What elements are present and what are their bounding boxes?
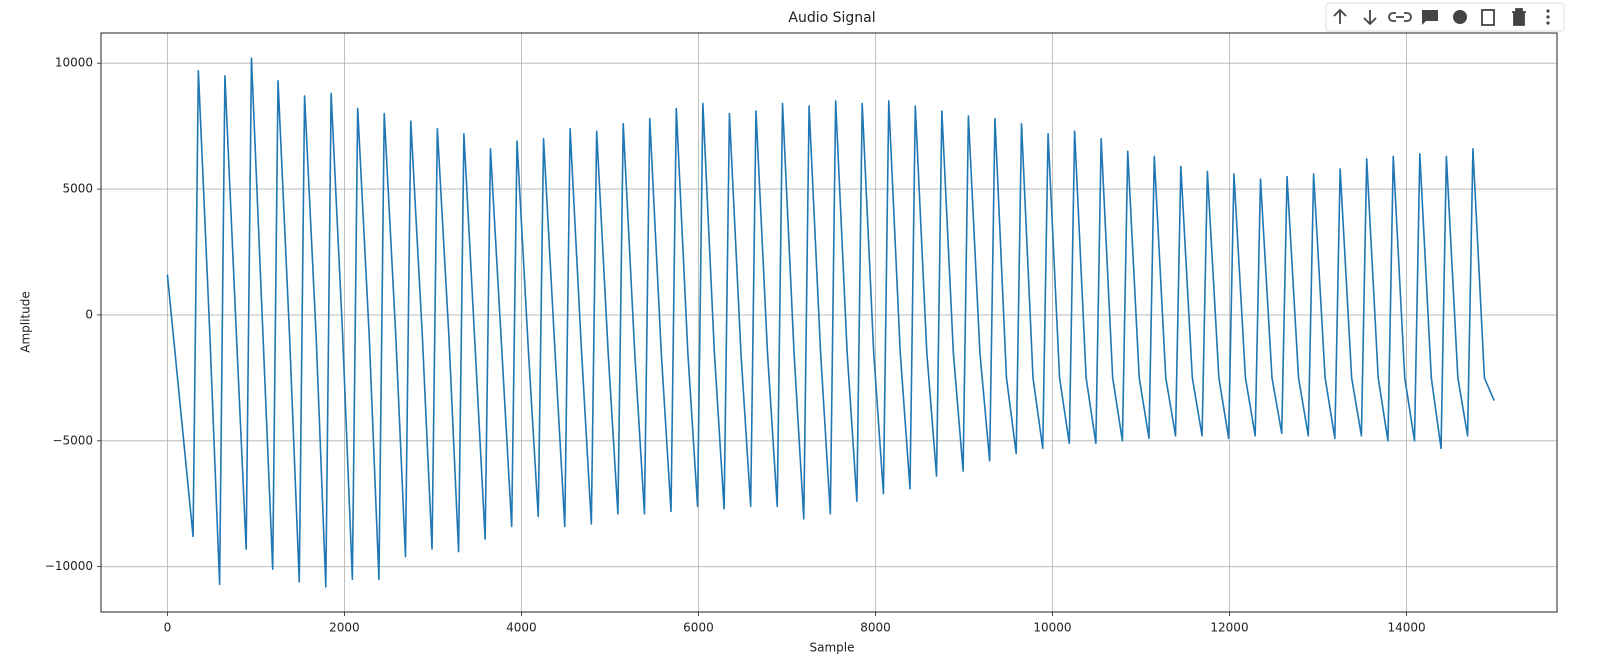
x-tick-label: 4000 xyxy=(506,621,537,635)
move-up-button[interactable] xyxy=(1333,8,1347,24)
move-down-button[interactable] xyxy=(1363,10,1377,26)
x-tick-label: 8000 xyxy=(860,621,891,635)
link-button[interactable] xyxy=(1388,12,1412,22)
comment-button[interactable] xyxy=(1422,10,1438,25)
y-tick-label: −5000 xyxy=(52,433,93,447)
x-tick-label: 12000 xyxy=(1210,621,1248,635)
settings-button[interactable] xyxy=(1453,10,1467,24)
x-tick-label: 10000 xyxy=(1033,621,1071,635)
mirror-button[interactable] xyxy=(1481,9,1495,26)
y-tick-label: 10000 xyxy=(55,56,93,70)
y-axis-label: Amplitude xyxy=(19,291,33,353)
x-tick-label: 2000 xyxy=(329,621,360,635)
signal-line xyxy=(166,57,1495,588)
y-tick-label: −10000 xyxy=(45,559,93,573)
x-tick-label: 14000 xyxy=(1387,621,1425,635)
y-tick-label: 5000 xyxy=(62,182,93,196)
x-tick-label: 0 xyxy=(164,621,172,635)
x-axis-label: Sample xyxy=(810,641,855,655)
more-button[interactable] xyxy=(1546,9,1550,25)
delete-button[interactable] xyxy=(1512,8,1526,26)
y-tick-label: 0 xyxy=(85,307,93,321)
cell-toolbar xyxy=(1325,2,1565,32)
chart-title: Audio Signal xyxy=(788,10,875,26)
toolbar-box xyxy=(1325,2,1565,32)
x-tick-label: 6000 xyxy=(683,621,714,635)
plot-layer: 0 2000 4000 6000 8000 10000 12000 14000 −10000 −5… xyxy=(45,33,1557,635)
plot-frame xyxy=(100,32,1558,613)
